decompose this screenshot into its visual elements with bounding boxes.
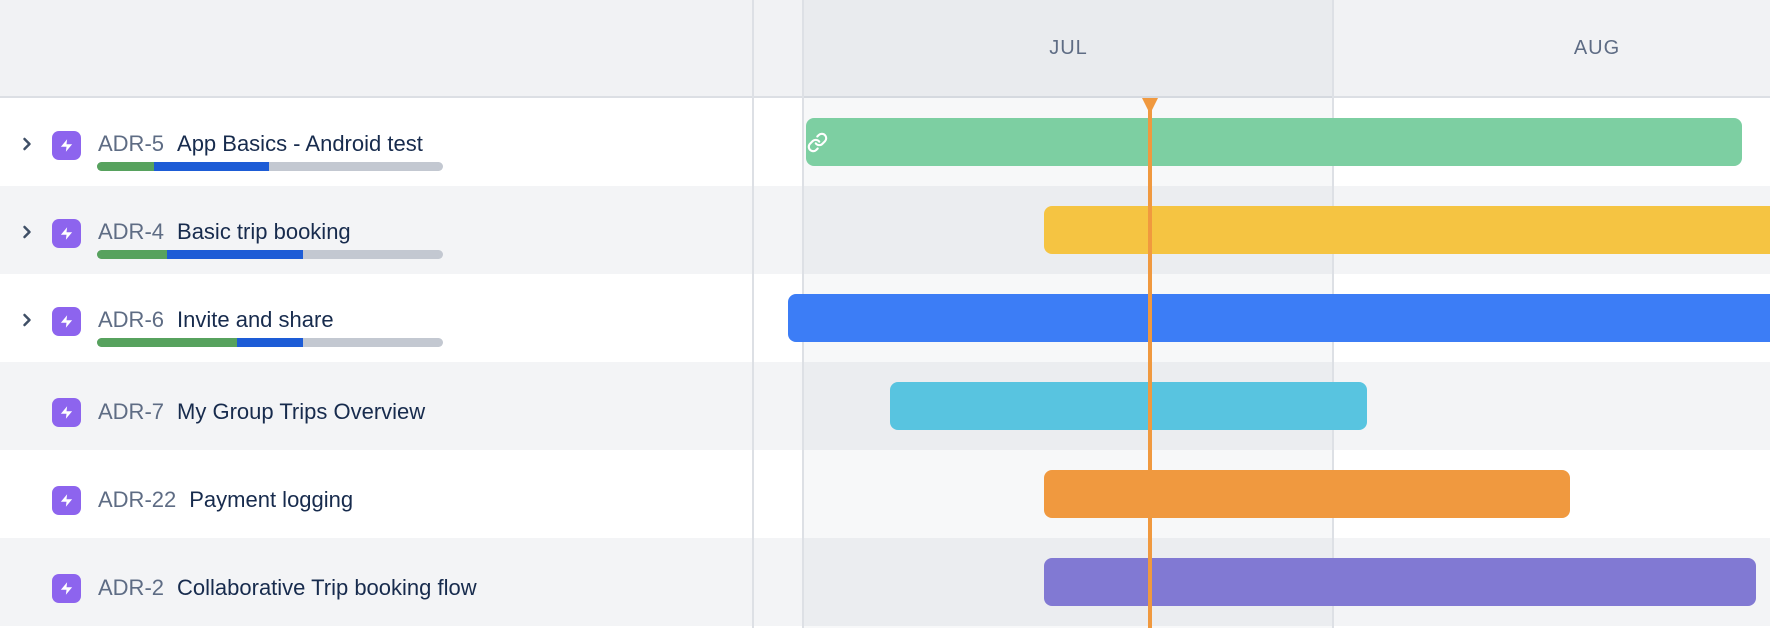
gantt-bar[interactable] [806,118,1742,166]
issue-row[interactable]: ADR-7 My Group Trips Overview [0,362,753,450]
epic-icon [52,574,81,603]
gantt-bar[interactable] [890,382,1367,430]
issue-title: Invite and share [177,307,334,332]
issue-panel: ADR-5 App Basics - Android test ADR-4 Basi… [0,0,753,628]
issue-key: ADR-4 [98,219,165,244]
issue-label: ADR-5 App Basics - Android test [98,129,423,159]
progress-done-segment [97,338,237,347]
progress-inprogress-segment [154,162,269,171]
row-background [0,362,1770,450]
progress-todo-segment [269,162,443,171]
issue-title: Payment logging [189,487,354,512]
progress-inprogress-segment [237,338,303,347]
epic-icon [52,219,81,248]
issue-title: App Basics - Android test [177,131,423,156]
progress-todo-segment [303,250,443,259]
issue-label: ADR-7 My Group Trips Overview [98,397,425,427]
issue-row[interactable]: ADR-2 Collaborative Trip booking flow [0,538,753,626]
progress-done-segment [97,250,167,259]
chevron-right-icon[interactable] [17,222,37,242]
issue-label: ADR-22 Payment logging [98,485,353,515]
issue-row[interactable]: ADR-6 Invite and share [0,274,753,362]
issue-key: ADR-2 [98,575,165,600]
issue-row[interactable]: ADR-5 App Basics - Android test [0,98,753,186]
progress-bar [97,338,443,347]
progress-done-segment [97,162,154,171]
progress-bar [97,250,443,259]
issue-key: ADR-6 [98,307,165,332]
issue-row[interactable]: ADR-4 Basic trip booking [0,186,753,274]
epic-icon [52,398,81,427]
chevron-right-icon[interactable] [17,134,37,154]
epic-icon [52,307,81,336]
issue-title: Collaborative Trip booking flow [177,575,477,600]
issue-title: My Group Trips Overview [177,399,426,424]
issue-key: ADR-22 [98,487,177,512]
issue-label: ADR-2 Collaborative Trip booking flow [98,573,477,603]
gantt-bar[interactable] [1044,558,1756,606]
chevron-right-icon[interactable] [17,310,37,330]
progress-bar [97,162,443,171]
progress-todo-segment [303,338,443,347]
issue-key: ADR-7 [98,399,165,424]
gantt-bar[interactable] [788,294,1770,342]
epic-icon [52,131,81,160]
issue-title: Basic trip booking [177,219,351,244]
epic-icon [52,486,81,515]
panel-divider-line [752,0,754,628]
issue-key: ADR-5 [98,131,165,156]
progress-inprogress-segment [167,250,303,259]
issue-label: ADR-6 Invite and share [98,305,334,335]
timeline-header[interactable] [0,0,1770,98]
issue-label: ADR-4 Basic trip booking [98,217,351,247]
issue-row[interactable]: ADR-22 Payment logging [0,450,753,538]
gantt-bar[interactable] [1044,206,1770,254]
link-icon[interactable] [806,131,828,153]
gantt-bar[interactable] [1044,470,1570,518]
